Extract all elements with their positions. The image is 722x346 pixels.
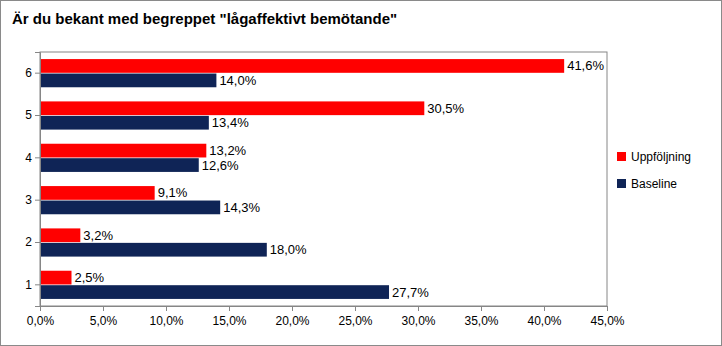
x-tick: 5,0% (90, 306, 118, 328)
y-tick: 6 (25, 66, 40, 80)
x-tick: 15,0% (212, 306, 246, 328)
y-tick-label: 5 (25, 108, 32, 122)
x-tick: 30,0% (401, 306, 435, 328)
data-label: 3,2% (83, 228, 113, 243)
bar (40, 285, 389, 299)
x-tick-mark (355, 306, 356, 311)
y-tick-mark (35, 200, 40, 201)
y-tick-mark (35, 242, 40, 243)
data-label: 41,6% (567, 58, 604, 73)
x-tick: 45,0% (590, 306, 624, 328)
bar (40, 116, 209, 130)
bar (40, 59, 564, 73)
plot-frame (40, 52, 607, 306)
bar (40, 144, 206, 158)
y-tick-label: 4 (25, 151, 32, 165)
x-tick-mark (481, 306, 482, 311)
y-tick: 2 (25, 235, 40, 249)
y-tick: 1 (25, 278, 40, 292)
y-tick: 3 (25, 193, 40, 207)
bar (40, 201, 220, 215)
chart: Är du bekant med begreppet "lågaffektivt… (0, 0, 722, 346)
data-label: 2,5% (75, 270, 105, 285)
legend-item: Uppföljning (617, 150, 691, 164)
bar (40, 243, 267, 257)
data-label: 14,0% (219, 73, 256, 88)
data-label: 13,2% (209, 143, 246, 158)
y-tick: 4 (25, 151, 40, 165)
legend-item: Baseline (617, 177, 677, 191)
x-tick: 40,0% (527, 306, 561, 328)
y-axis: 1 2 3 4 5 6 (25, 53, 40, 307)
title: Är du bekant med begreppet "lågaffektivt… (12, 10, 397, 27)
x-tick-label: 10,0% (149, 314, 183, 328)
x-tick: 10,0% (149, 306, 183, 328)
x-tick: 35,0% (464, 306, 498, 328)
y-tick-label: 6 (25, 66, 32, 80)
x-tick-label: 40,0% (527, 314, 561, 328)
data-label: 27,7% (392, 285, 429, 300)
bar (40, 158, 199, 172)
x-axis: 0,0% 5,0% 10,0% 15,0% 20,0% 25,0% 30,0% 35,0% 40… (27, 306, 625, 328)
x-tick-label: 0,0% (27, 314, 55, 328)
x-tick-mark (418, 306, 419, 311)
y-tick-label: 1 (25, 278, 32, 292)
data-labels: 2,5% 3,2% 9,1% 13,2% 30,5% 41,6% 27,7% 18,0% 14,… (75, 58, 605, 299)
x-tick: 20,0% (275, 306, 309, 328)
y-tick-mark (35, 157, 40, 158)
x-tick: 0,0% (27, 306, 55, 328)
bar (40, 186, 155, 200)
data-label: 12,6% (202, 158, 239, 173)
y-tick-mark (35, 115, 40, 116)
x-tick-label: 35,0% (464, 314, 498, 328)
data-label: 18,0% (270, 242, 307, 257)
legend-swatch (617, 179, 626, 188)
x-tick-mark (166, 306, 167, 311)
data-label: 30,5% (427, 101, 464, 116)
legend-label: Uppföljning (631, 150, 691, 164)
y-tick-label: 3 (25, 193, 32, 207)
x-tick-mark (292, 306, 293, 311)
chart-border (1, 1, 722, 346)
data-label: 9,1% (158, 185, 188, 200)
x-tick-mark (229, 306, 230, 311)
x-tick: 25,0% (338, 306, 372, 328)
data-label: 13,4% (212, 115, 249, 130)
x-tick-mark (607, 306, 608, 311)
x-tick-mark (544, 306, 545, 311)
y-tick-mark (35, 73, 40, 74)
legend-swatch (617, 152, 626, 161)
x-tick-mark (103, 306, 104, 311)
y-tick: 5 (25, 108, 40, 122)
bars (40, 59, 564, 299)
x-tick-label: 25,0% (338, 314, 372, 328)
bar (40, 74, 216, 88)
y-tick-label: 2 (25, 235, 32, 249)
bar (40, 228, 80, 242)
x-tick-label: 15,0% (212, 314, 246, 328)
legend-label: Baseline (631, 177, 677, 191)
y-axis-line (35, 53, 41, 307)
x-tick-label: 5,0% (90, 314, 118, 328)
bar (40, 101, 424, 115)
x-tick-label: 30,0% (401, 314, 435, 328)
plot: 2,5% 3,2% 9,1% 13,2% 30,5% 41,6% 27,7% 18,0% 14,… (25, 52, 625, 328)
y-tick-mark (35, 284, 40, 285)
data-label: 14,3% (223, 200, 260, 215)
legend: Uppföljning Baseline (617, 150, 691, 191)
x-tick-label: 20,0% (275, 314, 309, 328)
x-axis-line (41, 307, 608, 312)
bar (40, 271, 72, 285)
x-tick-label: 45,0% (590, 314, 624, 328)
